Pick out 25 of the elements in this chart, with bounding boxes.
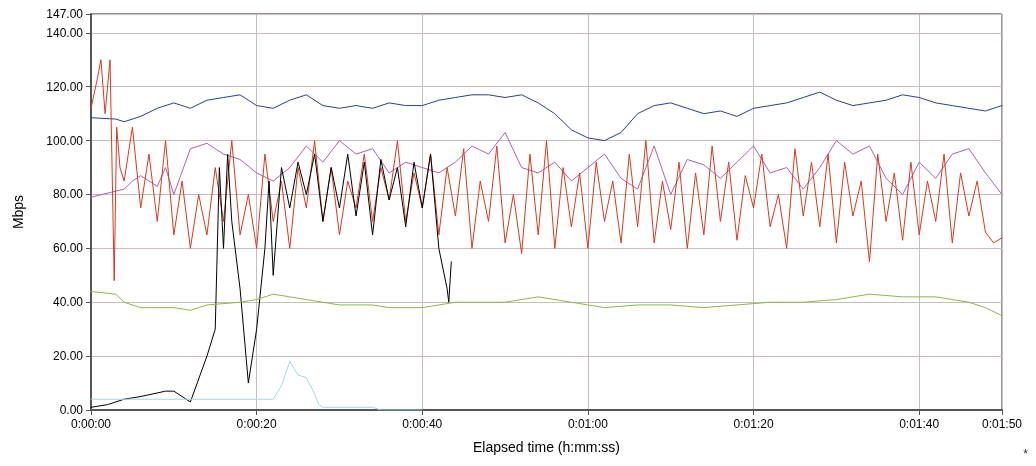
- line-series: [90, 59, 1003, 282]
- y-tick-label: 60.00: [52, 241, 84, 256]
- x-tick-label: 0:00:00: [70, 417, 112, 431]
- y-tick-label: 120.00: [46, 79, 84, 94]
- x-axis-title: Elapsed time (h:mm:ss): [472, 439, 621, 455]
- y-tick-label: 100.00: [46, 133, 84, 148]
- x-tick-label: 0:01:00: [567, 417, 609, 431]
- y-tick-label: 147.00: [46, 7, 84, 21]
- line-series: [90, 91, 1003, 142]
- line-series: [90, 153, 452, 408]
- y-tick-label: 80.00: [52, 187, 84, 202]
- y-tick-label: 0.00: [59, 403, 84, 417]
- y-tick-label: 20.00: [52, 349, 84, 364]
- y-tick-label: 40.00: [52, 295, 84, 310]
- line-series: [90, 290, 1003, 317]
- x-tick-label: 0:00:40: [402, 417, 443, 431]
- x-tick-label: 0:01:50: [981, 417, 1023, 431]
- x-tick-label: 0:01:20: [733, 417, 774, 431]
- x-tick-label: 0:01:40: [899, 417, 940, 431]
- y-axis-title: Mbps: [10, 194, 26, 230]
- x-tick-label: 0:00:20: [236, 417, 277, 431]
- text: *: [1023, 447, 1029, 461]
- y-tick-label: 140.00: [46, 25, 84, 40]
- line-series: [90, 361, 423, 411]
- line-series: [90, 132, 1003, 198]
